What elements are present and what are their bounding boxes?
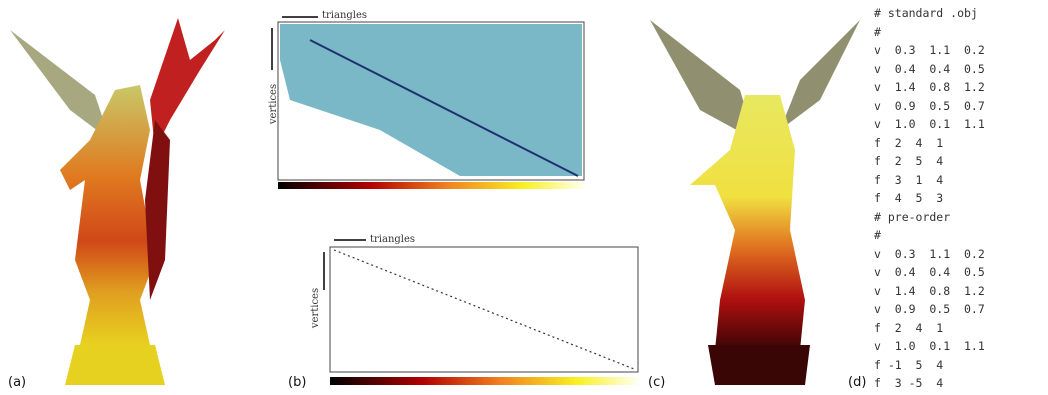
obj-line: v 1.4 0.8 1.2 bbox=[874, 282, 985, 301]
obj-line: f 2 4 1 bbox=[874, 319, 985, 338]
obj-line: v 0.3 1.1 0.2 bbox=[874, 41, 985, 60]
obj-line: f 3 -5 4 bbox=[874, 374, 985, 393]
panel-label: (b) bbox=[288, 375, 306, 390]
axis-label: triangles bbox=[322, 10, 367, 21]
obj-line: v 1.4 0.8 1.2 bbox=[874, 78, 985, 97]
axis-label: vertices bbox=[268, 84, 279, 125]
obj-line: f 4 5 3 bbox=[874, 189, 985, 208]
obj-line: v 0.4 0.4 0.5 bbox=[874, 60, 985, 79]
obj-line: v 0.9 0.5 0.7 bbox=[874, 97, 985, 116]
statue-a bbox=[10, 18, 225, 385]
obj-line: v 0.4 0.4 0.5 bbox=[874, 263, 985, 282]
matrix-plot-top: triangles vertices bbox=[268, 10, 584, 189]
obj-line: # pre-order bbox=[874, 208, 985, 227]
panel-label: (d) bbox=[848, 375, 866, 390]
panel-label: (a) bbox=[8, 375, 26, 390]
obj-line: v 1.0 0.1 1.1 bbox=[874, 115, 985, 134]
axis-label: triangles bbox=[370, 234, 415, 245]
obj-line: v 1.0 0.1 1.1 bbox=[874, 337, 985, 356]
statue-c bbox=[650, 20, 860, 385]
obj-line: v 0.9 0.5 0.7 bbox=[874, 300, 985, 319]
axis-label: vertices bbox=[310, 288, 321, 329]
matrix-plot-bottom: triangles vertices bbox=[310, 234, 638, 385]
obj-line: f 3 1 4 bbox=[874, 171, 985, 190]
obj-line: f 2 5 4 bbox=[874, 152, 985, 171]
obj-line: f 2 4 1 bbox=[874, 134, 985, 153]
figure: triangles vertices triangles vertices (a… bbox=[0, 0, 1048, 395]
obj-line: # standard .obj bbox=[874, 4, 985, 23]
obj-line: # bbox=[874, 226, 985, 245]
obj-line: v 0.3 1.1 0.2 bbox=[874, 245, 985, 264]
panel-label: (c) bbox=[648, 375, 665, 390]
obj-line: f -1 5 4 bbox=[874, 356, 985, 375]
obj-line: # bbox=[874, 23, 985, 42]
